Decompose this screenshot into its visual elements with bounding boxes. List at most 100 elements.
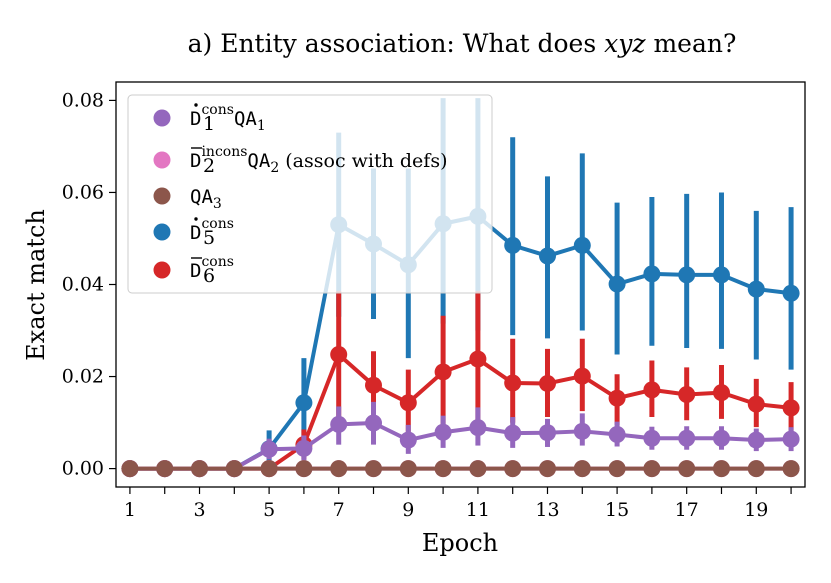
axes: 1 3 5 7 9 11 13 15 17 190.000.020.040.060.08 [62, 81, 806, 521]
point-d1 [260, 440, 278, 458]
legend-label-base: D [190, 260, 201, 282]
point-qa3 [469, 460, 487, 478]
x-tick-label: 11 [466, 499, 490, 521]
legend-label-rest: QA [234, 108, 257, 130]
legend-label-sup: cons [201, 216, 233, 232]
legend-marker-qa3 [153, 187, 171, 205]
point-d1 [365, 414, 383, 432]
x-tick-label: 7 [333, 499, 345, 521]
point-d6 [469, 350, 487, 368]
point-qa3 [156, 460, 174, 478]
point-d5 [538, 247, 556, 265]
point-d6 [678, 385, 696, 403]
legend-item-d2: DinconsQA2 (assoc with defs)2 [153, 144, 448, 177]
legend-item-qa3: QA3 [153, 186, 222, 212]
legend-label-base: D [190, 222, 201, 244]
x-tick-label: 5 [263, 499, 275, 521]
x-tick-label: 15 [605, 499, 629, 521]
y-tick-label: 0.08 [62, 89, 104, 111]
legend-label-rest-tail: (assoc with defs) [279, 150, 447, 172]
point-qa3 [712, 460, 730, 478]
legend-label-sup: incons [201, 144, 247, 160]
legend-marker-d6 [153, 261, 171, 279]
point-d1 [782, 430, 800, 448]
point-d5 [712, 266, 730, 284]
legend-label-rest-sub: 1 [257, 118, 266, 134]
legend-label-base: D [190, 150, 201, 172]
point-qa3 [399, 460, 417, 478]
point-d1 [434, 423, 452, 441]
legend-label-d2: DinconsQA2 (assoc with defs) [190, 144, 448, 176]
point-qa3 [225, 460, 243, 478]
point-d6 [608, 389, 626, 407]
legend-label-base: D [190, 108, 201, 130]
point-d1 [678, 429, 696, 447]
point-d5 [747, 280, 765, 298]
point-qa3 [121, 460, 139, 478]
x-tick-label: 13 [535, 499, 559, 521]
legend-label-rest-sub: 2 [270, 160, 279, 176]
x-tick-label: 9 [402, 499, 414, 521]
point-qa3 [365, 460, 383, 478]
point-d1 [504, 424, 522, 442]
legend-label-sub: 1 [203, 113, 215, 135]
point-qa3 [191, 460, 209, 478]
x-tick-label: 1 [124, 499, 136, 521]
legend-label-rest: QA [190, 186, 213, 208]
point-qa3 [295, 460, 313, 478]
legend-label-sup: cons [201, 254, 233, 270]
series-d6 [121, 291, 800, 478]
point-d5 [678, 266, 696, 284]
point-d5 [295, 394, 313, 412]
legend-dot-accent [194, 103, 198, 107]
chart-title: a) Entity association: What does xyz mea… [188, 29, 737, 58]
x-tick-label: 3 [193, 499, 205, 521]
legend-marker-d2 [153, 151, 171, 169]
chart-title-prefix: a) Entity association: What does [188, 29, 605, 58]
legend-label-sub: 5 [203, 227, 215, 249]
point-qa3 [573, 460, 591, 478]
chart-title-suffix: mean? [646, 29, 737, 58]
point-d1 [399, 431, 417, 449]
legend-label-d1: DconsQA1 [190, 102, 266, 134]
point-qa3 [434, 460, 452, 478]
legend-box [127, 94, 493, 294]
point-d6 [782, 399, 800, 417]
legend-label-sub: 6 [203, 265, 215, 287]
point-d1 [330, 415, 348, 433]
y-axis-label: Exact match [22, 209, 50, 361]
point-d1 [469, 419, 487, 437]
legend-label-sub: 2 [203, 155, 215, 177]
legend-marker-d5 [153, 223, 171, 241]
x-tick-label: 17 [675, 499, 699, 521]
point-d1 [295, 439, 313, 457]
legend-marker-d1 [153, 109, 171, 127]
legend-label-d5: Dcons [190, 216, 234, 244]
point-d6 [712, 384, 730, 402]
y-tick-label: 0.00 [62, 458, 104, 480]
point-d6 [434, 363, 452, 381]
legend-dot-accent [194, 217, 198, 221]
line-d1 [129, 421, 792, 471]
legend-label-rest-sub: 3 [213, 196, 222, 212]
chart-title-emph: xyz [604, 29, 646, 58]
point-d6 [330, 345, 348, 363]
series-d1 [121, 401, 800, 478]
point-qa3 [260, 460, 278, 478]
point-d6 [365, 376, 383, 394]
point-d6 [573, 367, 591, 385]
point-qa3 [330, 460, 348, 478]
x-axis-label: Epoch [422, 529, 498, 557]
point-qa3 [504, 460, 522, 478]
point-qa3 [643, 460, 661, 478]
y-tick-label: 0.06 [62, 181, 104, 203]
y-tick-label: 0.04 [62, 274, 104, 296]
point-qa3 [782, 460, 800, 478]
point-d5 [608, 275, 626, 293]
point-d6 [504, 374, 522, 392]
point-d1 [538, 424, 556, 442]
